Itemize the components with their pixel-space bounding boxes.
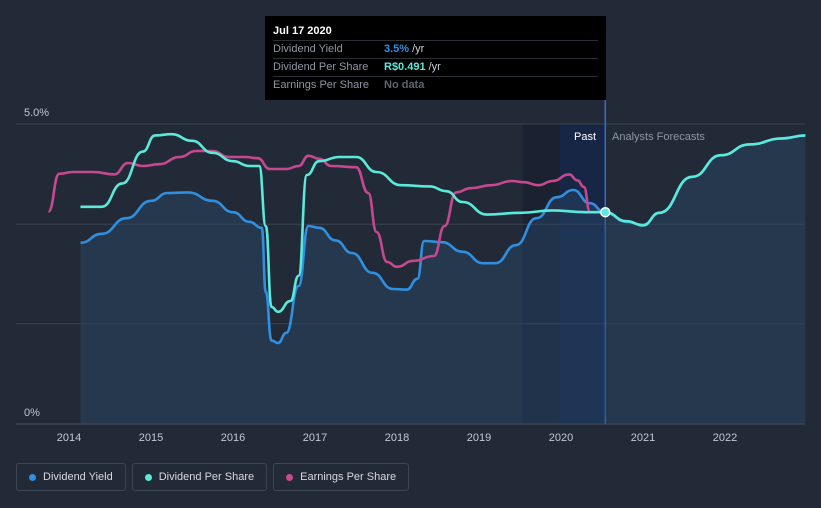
chart-labels: 5.0% 0% Past Analysts Forecasts bbox=[24, 107, 705, 419]
dividend-per-share-line bbox=[80, 132, 806, 314]
legend-item-dividend-yield[interactable]: Dividend Yield bbox=[16, 463, 126, 491]
chart-tooltip: Jul 17 2020 Dividend Yield 3.5% /yr Divi… bbox=[265, 16, 606, 100]
tooltip-unit: /yr bbox=[412, 43, 425, 55]
x-tick-label: 2020 bbox=[549, 432, 573, 444]
tooltip-date: Jul 17 2020 bbox=[273, 25, 332, 37]
hover-marker bbox=[600, 206, 611, 218]
earnings-per-share-line bbox=[47, 149, 591, 269]
legend-item-dividend-per-share[interactable]: Dividend Per Share bbox=[131, 463, 268, 491]
y-tick-label-bottom: 0% bbox=[24, 407, 40, 419]
legend-label: Earnings Per Share bbox=[300, 471, 397, 483]
x-tick-label: 2018 bbox=[385, 432, 409, 444]
legend-label: Dividend Per Share bbox=[158, 471, 255, 483]
dividend-yield-area bbox=[80, 135, 806, 424]
tooltip-row-dividend-per-share: Dividend Per Share R$0.491 /yr bbox=[273, 58, 598, 76]
x-tick-label: 2021 bbox=[631, 432, 655, 444]
x-tick-label: 2015 bbox=[139, 432, 163, 444]
tooltip-unit: /yr bbox=[428, 61, 441, 73]
tooltip-row-dividend-yield: Dividend Yield 3.5% /yr bbox=[273, 40, 598, 58]
tooltip-label: Earnings Per Share bbox=[273, 79, 369, 91]
chart-legend: Dividend Yield Dividend Per Share Earnin… bbox=[16, 463, 415, 491]
x-tick-label: 2019 bbox=[467, 432, 491, 444]
x-tick-label: 2014 bbox=[57, 432, 81, 444]
tooltip-value: 3.5% bbox=[384, 43, 410, 55]
legend-dot-icon bbox=[286, 473, 294, 481]
chart-gridlines bbox=[16, 100, 805, 425]
y-tick-label-top: 5.0% bbox=[24, 107, 49, 119]
legend-label: Dividend Yield bbox=[43, 471, 113, 483]
x-tick-label: 2016 bbox=[221, 432, 245, 444]
x-tick-label: 2022 bbox=[713, 432, 737, 444]
x-tick-label: 2017 bbox=[303, 432, 327, 444]
forecast-region-label: Analysts Forecasts bbox=[612, 131, 705, 143]
past-region-label: Past bbox=[574, 131, 596, 143]
tooltip-value: R$0.491 bbox=[384, 61, 426, 73]
legend-dot-icon bbox=[144, 473, 152, 481]
legend-item-earnings-per-share[interactable]: Earnings Per Share bbox=[273, 463, 410, 491]
x-axis-ticks: 2014 2015 2016 2017 2018 2019 2020 2021 2022 bbox=[57, 432, 737, 444]
chart-series bbox=[47, 132, 806, 424]
tooltip-row-earnings-per-share: Earnings Per Share No data bbox=[273, 76, 598, 94]
legend-dot-icon bbox=[29, 473, 36, 481]
tooltip-value: No data bbox=[384, 79, 425, 91]
tooltip-label: Dividend Per Share bbox=[273, 61, 369, 73]
tooltip-label: Dividend Yield bbox=[273, 43, 343, 55]
